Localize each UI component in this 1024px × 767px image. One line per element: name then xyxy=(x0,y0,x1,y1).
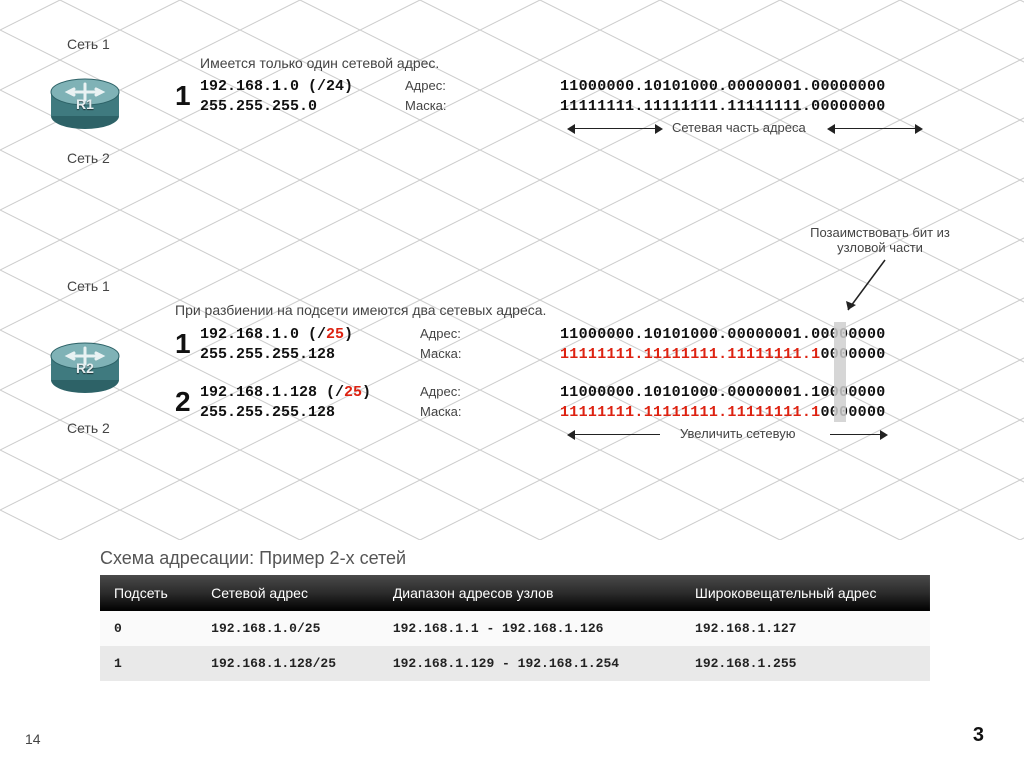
s1-arrow-right xyxy=(830,128,920,129)
router-r2: R2 xyxy=(48,336,122,386)
s1-heading: Имеется только один сетевой адрес. xyxy=(200,55,439,71)
r1-name: R1 xyxy=(48,96,122,112)
s2-arrow-caption: Увеличить сетевую xyxy=(680,426,796,441)
s2-arrow-r xyxy=(830,434,885,435)
s1-l-addr: Адрес: xyxy=(405,78,446,93)
bit-highlight xyxy=(834,322,846,422)
s1-l-mask: Маска: xyxy=(405,98,447,113)
s2-e1-ip: 192.168.1.0 (/25) xyxy=(200,326,353,343)
footer-left: 14 xyxy=(25,731,41,747)
s1-num: 1 xyxy=(175,80,191,112)
r2-bottom-label: Сеть 2 xyxy=(67,420,110,436)
col-broadcast: Широковещательный адрес xyxy=(681,575,930,611)
s2-e1-mask: 255.255.255.128 xyxy=(200,346,335,363)
s2-e2-ip: 192.168.1.128 (/25) xyxy=(200,384,371,401)
r2-name: R2 xyxy=(48,360,122,376)
borrow-note: Позаимствовать бит из узловой части xyxy=(780,225,980,255)
s2-e1-lmask: Маска: xyxy=(420,346,462,361)
col-subnet: Подсеть xyxy=(100,575,197,611)
r1-top-label: Сеть 1 xyxy=(67,36,110,52)
table-title: Схема адресации: Пример 2-х сетей xyxy=(100,548,406,569)
footer-right: 3 xyxy=(973,724,984,747)
s1-bin-addr: 11000000.10101000.00000001.00000000 xyxy=(560,78,886,95)
col-netaddr: Сетевой адрес xyxy=(197,575,379,611)
s2-e2-mask: 255.255.255.128 xyxy=(200,404,335,421)
table-row: 0192.168.1.0/25 192.168.1.1 - 192.168.1.… xyxy=(100,611,930,646)
s2-heading: При разбиении на подсети имеются два сет… xyxy=(175,302,546,318)
s2-e1-laddr: Адрес: xyxy=(420,326,461,341)
s1-bin-mask: 11111111.11111111.11111111.00000000 xyxy=(560,98,886,115)
s2-num-1: 1 xyxy=(175,328,191,360)
table-row: 1192.168.1.128/25 192.168.1.129 - 192.16… xyxy=(100,646,930,681)
router-r1: R1 xyxy=(48,72,122,122)
borrow-arrow-icon xyxy=(840,258,900,318)
r2-top-label: Сеть 1 xyxy=(67,278,110,294)
col-range: Диапазон адресов узлов xyxy=(379,575,681,611)
s1-mask: 255.255.255.0 xyxy=(200,98,317,115)
r1-bottom-label: Сеть 2 xyxy=(67,150,110,166)
borrow-note-l1: Позаимствовать бит из xyxy=(810,225,950,240)
borrow-note-l2: узловой части xyxy=(837,240,923,255)
s2-num-2: 2 xyxy=(175,386,191,418)
s1-arrow-caption: Сетевая часть адреса xyxy=(672,120,806,135)
s2-arrow-l xyxy=(570,434,660,435)
addr-table: Подсеть Сетевой адрес Диапазон адресов у… xyxy=(100,575,930,681)
s1-arrow-left xyxy=(570,128,660,129)
s2-e2-lmask: Маска: xyxy=(420,404,462,419)
s2-e2-laddr: Адрес: xyxy=(420,384,461,399)
s1-ip: 192.168.1.0 (/24) xyxy=(200,78,353,95)
